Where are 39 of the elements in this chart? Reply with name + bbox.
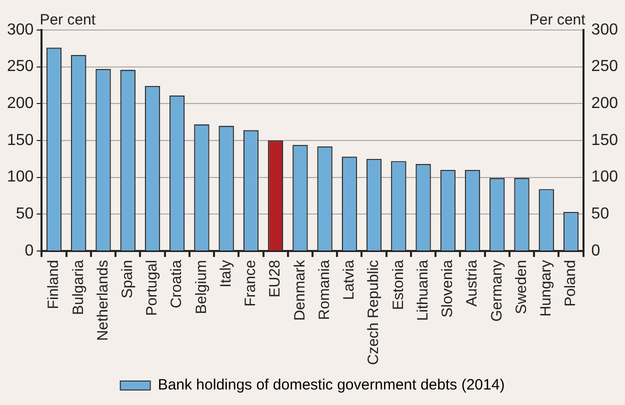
- x-tick-label: Slovenia: [439, 259, 456, 318]
- x-tick-label: Sweden: [512, 260, 530, 314]
- y2-tick-label: 100: [591, 168, 618, 186]
- y-tick-label: 50: [16, 206, 34, 223]
- x-tick-label: Bulgaria: [70, 259, 87, 315]
- x-tick-label: France: [242, 260, 260, 307]
- x-tick-label: Latvia: [340, 259, 358, 300]
- x-tick-label: Italy: [217, 259, 234, 288]
- y-tick-label: 0: [24, 242, 34, 260]
- x-tick-label: Netherlands: [94, 260, 112, 341]
- x-tick-label: EU28: [266, 260, 284, 298]
- x-tick-label: Belgium: [192, 260, 210, 314]
- y2-axis-title: Per cent: [529, 12, 586, 29]
- x-tick-label: Lithuania: [414, 259, 432, 321]
- y2-tick-label: 200: [591, 95, 618, 112]
- y-tick-label: 250: [6, 58, 34, 76]
- x-tick-label: Croatia: [168, 259, 186, 308]
- x-tick-label: Romania: [316, 259, 333, 320]
- x-tick-label: Poland: [562, 260, 580, 307]
- x-tick-label: Hungary: [538, 259, 555, 317]
- legend-label: Bank holdings of domestic government debts (2014): [158, 376, 505, 394]
- y-tick-label: 150: [6, 132, 34, 149]
- x-tick-label: Czech Republic: [365, 259, 382, 366]
- y-tick-label: 100: [6, 168, 34, 186]
- x-tick-label: Portugal: [144, 260, 161, 316]
- y2-tick-label: 50: [591, 206, 610, 223]
- y2-tick-label: 0: [591, 242, 600, 260]
- x-tick-label: Estonia: [390, 259, 407, 310]
- x-tick-label: Germany: [488, 259, 506, 322]
- y2-tick-label: 300: [591, 21, 618, 38]
- y2-tick-label: 250: [591, 58, 618, 76]
- x-tick-label: Austria: [464, 259, 481, 307]
- y2-tick-label: 150: [591, 132, 618, 149]
- y-axis-title: Per cent: [40, 12, 96, 29]
- x-tick-label: Finland: [45, 260, 62, 310]
- y-tick-label: 200: [6, 95, 34, 112]
- x-tick-label: Spain: [119, 260, 136, 298]
- x-tick-label: Denmark: [291, 259, 308, 321]
- y-tick-label: 300: [6, 21, 34, 38]
